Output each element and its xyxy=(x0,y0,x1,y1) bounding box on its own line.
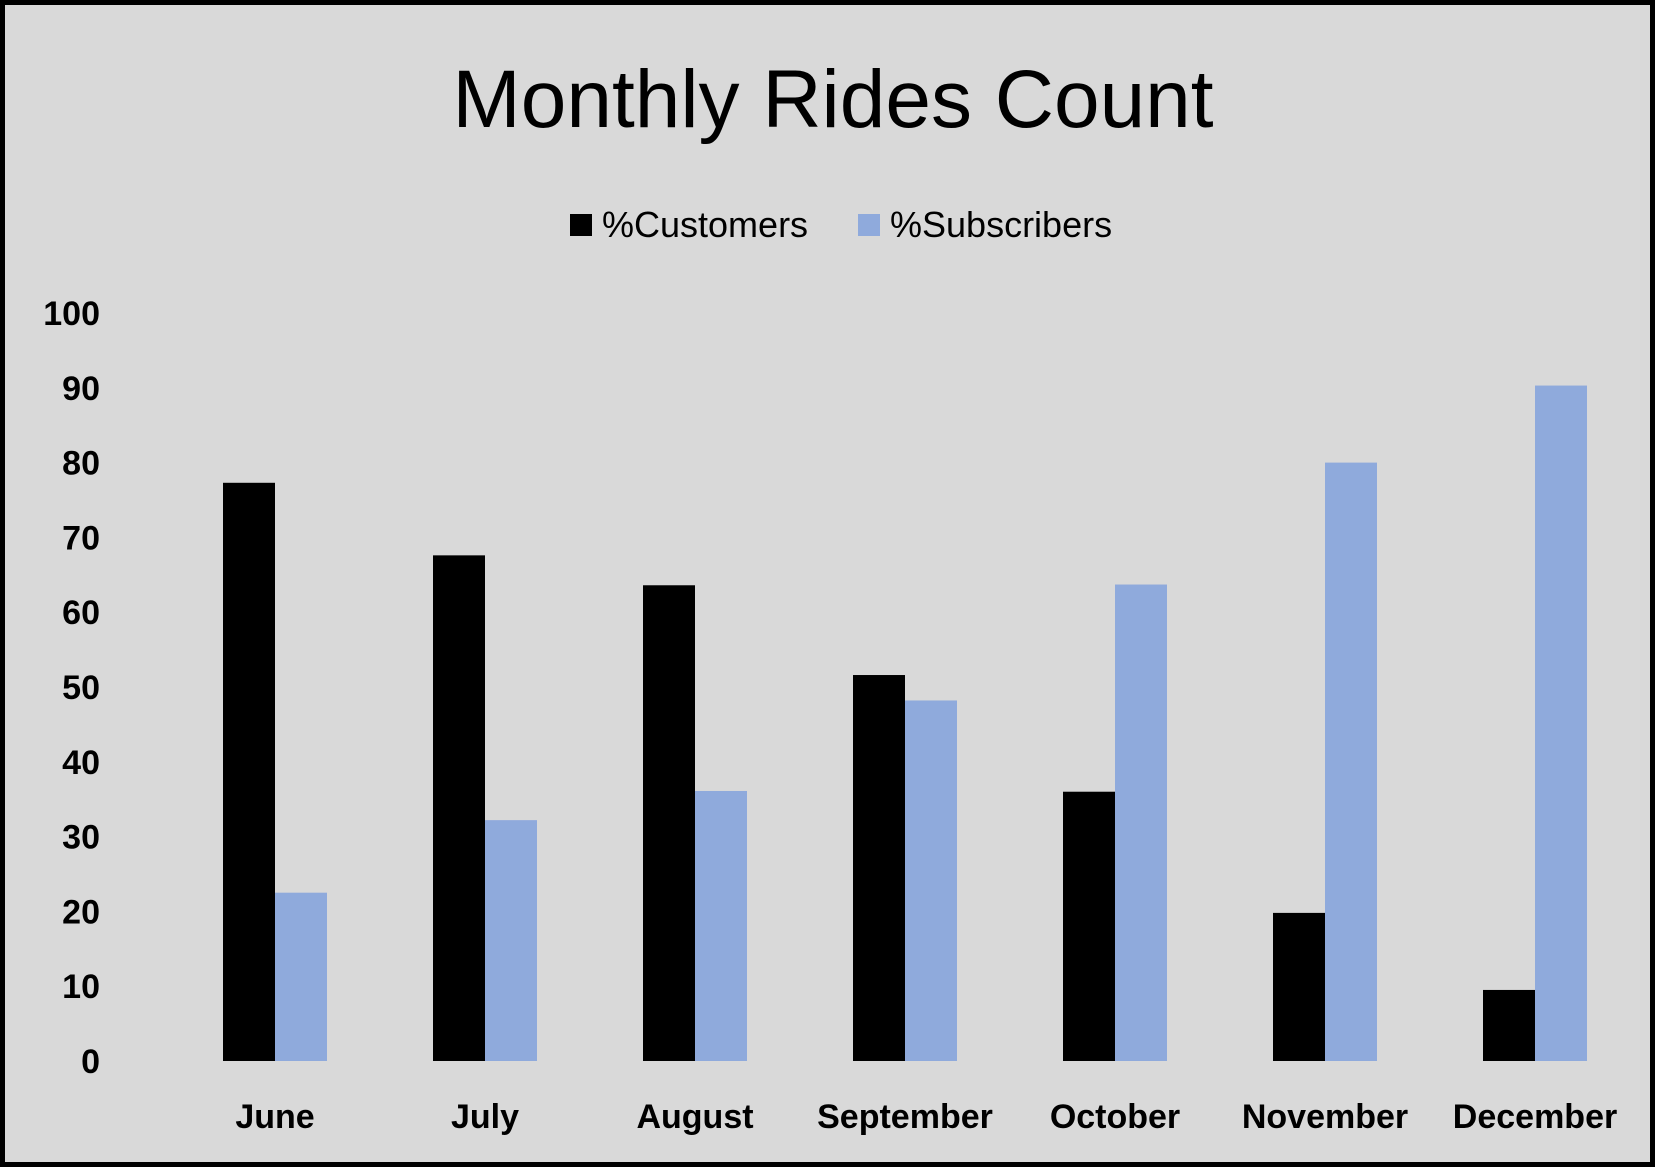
y-tick-label: 80 xyxy=(62,445,100,483)
y-tick-label: 0 xyxy=(81,1043,100,1081)
x-category-label: December xyxy=(1453,1098,1617,1136)
bar-customers-october xyxy=(1063,791,1115,1061)
y-tick-label: 70 xyxy=(62,519,100,557)
y-tick-label: 10 xyxy=(62,968,100,1006)
legend-label-1: %Subscribers xyxy=(890,204,1112,245)
x-axis: June July August September October November De… xyxy=(235,1098,1617,1136)
x-category-label: August xyxy=(636,1098,753,1136)
bar-subscribers-august xyxy=(695,790,747,1061)
bar-subscribers-june xyxy=(275,892,327,1061)
bar-customers-june xyxy=(223,482,275,1061)
x-category-label: October xyxy=(1050,1098,1180,1136)
bar-customers-september xyxy=(853,675,905,1061)
y-tick-label: 40 xyxy=(62,744,100,782)
bar-subscribers-december xyxy=(1535,385,1587,1061)
bar-customers-july xyxy=(433,555,485,1061)
bar-subscribers-july xyxy=(485,820,537,1061)
y-tick-label: 60 xyxy=(62,594,100,632)
legend-swatch-1 xyxy=(858,214,880,236)
y-tick-label: 30 xyxy=(62,819,100,857)
bar-subscribers-november xyxy=(1325,462,1377,1062)
bar-customers-november xyxy=(1273,912,1325,1061)
x-category-label: July xyxy=(451,1098,519,1136)
legend-swatch-0 xyxy=(570,214,592,236)
y-tick-label: 90 xyxy=(62,370,100,408)
chart-title: Monthly Rides Count xyxy=(452,54,1213,145)
bar-chart: Monthly Rides Count %Customers %Subscribe… xyxy=(43,54,1617,1136)
legend: %Customers %Subscribers xyxy=(570,204,1112,245)
bar-subscribers-september xyxy=(905,700,957,1061)
x-category-label: June xyxy=(235,1098,314,1136)
legend-label-0: %Customers xyxy=(602,204,808,245)
bar-subscribers-october xyxy=(1115,584,1167,1061)
y-axis: 0 10 20 30 40 50 60 70 80 90 100 xyxy=(43,295,100,1081)
y-tick-label: 50 xyxy=(62,669,100,707)
y-tick-label: 20 xyxy=(62,893,100,931)
y-tick-label: 100 xyxy=(43,295,100,333)
bars xyxy=(223,385,1587,1062)
bar-customers-december xyxy=(1483,989,1535,1061)
x-category-label: November xyxy=(1242,1098,1408,1136)
bar-customers-august xyxy=(643,585,695,1061)
x-category-label: September xyxy=(817,1098,993,1136)
